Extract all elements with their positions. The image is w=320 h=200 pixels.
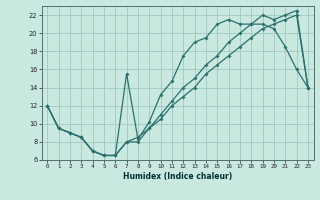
X-axis label: Humidex (Indice chaleur): Humidex (Indice chaleur) xyxy=(123,172,232,181)
